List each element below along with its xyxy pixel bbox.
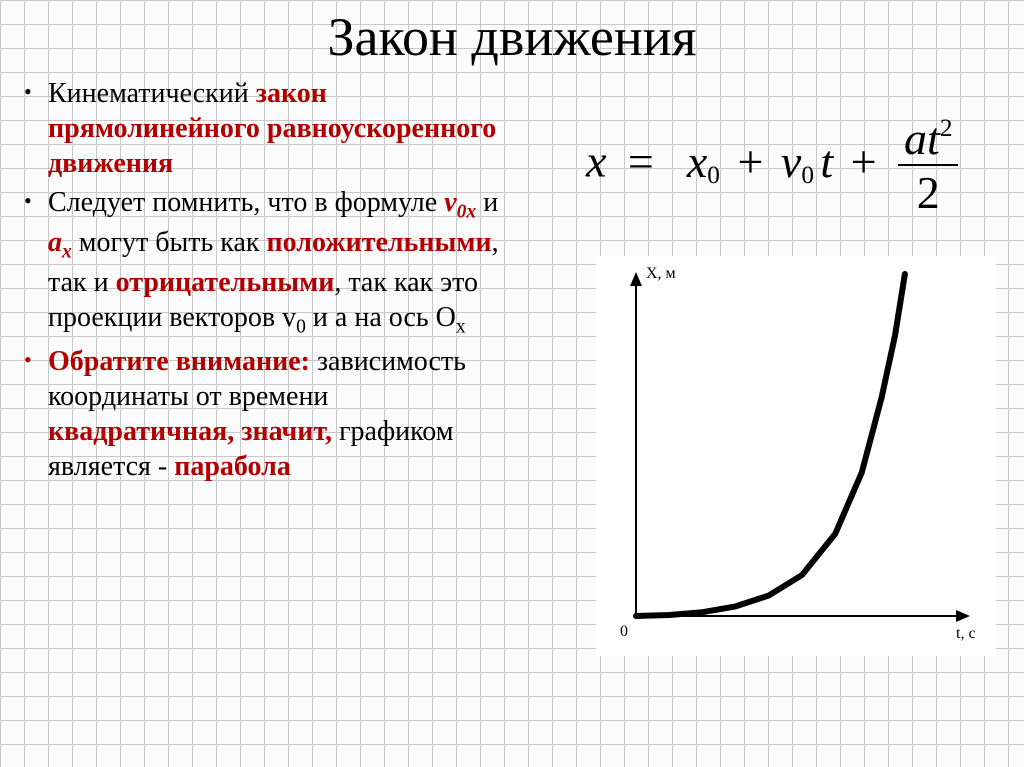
fraction-numerator: at2 (898, 116, 958, 166)
text-segment: положительными (267, 227, 492, 258)
content-row: Кинематический закон прямолинейного равн… (0, 76, 1024, 488)
kinematic-formula: x = x0 + v0 t + at2 2 (586, 116, 958, 216)
list-item: Кинематический закон прямолинейного равн… (48, 76, 516, 181)
text-segment: и (476, 187, 498, 218)
text-segment: x (456, 317, 466, 338)
text-segment: 0 (296, 317, 306, 338)
text-segment: парабола (174, 451, 291, 482)
text-segment: могут быть как (72, 227, 267, 258)
formula-lhs: x (586, 136, 606, 187)
fraction-denominator: 2 (898, 166, 958, 216)
page-title: Закон движения (0, 0, 1024, 68)
text-segment: квадратичная, значит, (48, 416, 339, 447)
plus-sign: + (731, 136, 769, 187)
svg-text:X, м: X, м (646, 265, 676, 282)
parabola-chart: X, м t, c 0 (596, 256, 996, 656)
equals-sign: = (618, 136, 664, 187)
svg-text:t, c: t, c (956, 625, 976, 642)
text-segment: v (444, 187, 456, 218)
formula-fraction: at2 2 (898, 116, 958, 216)
bullet-list: Кинематический закон прямолинейного равн… (48, 76, 516, 484)
list-item: Следует помнить, что в формуле v0x и ax … (48, 185, 516, 340)
text-segment: отрицательными (116, 267, 335, 298)
svg-text:0: 0 (620, 623, 628, 640)
text-segment: Обратите внимание: (48, 346, 317, 377)
text-segment: Следует помнить, что в формуле (48, 187, 444, 218)
plus-sign: + (845, 136, 883, 187)
text-segment: a (48, 227, 62, 258)
formula-term-v0t: v0 t (781, 136, 833, 187)
text-segment: 0x (457, 202, 477, 223)
bullet-list-container: Кинематический закон прямолинейного равн… (16, 76, 516, 488)
right-column: x = x0 + v0 t + at2 2 X, мt, c0 (516, 76, 1008, 488)
formula-term-x0: x0 (675, 136, 720, 187)
text-segment: и a на ось O (306, 302, 456, 333)
text-segment: Кинематический (48, 78, 256, 109)
text-segment: x (62, 242, 72, 263)
list-item: Обратите внимание: зависимость координат… (48, 344, 516, 484)
